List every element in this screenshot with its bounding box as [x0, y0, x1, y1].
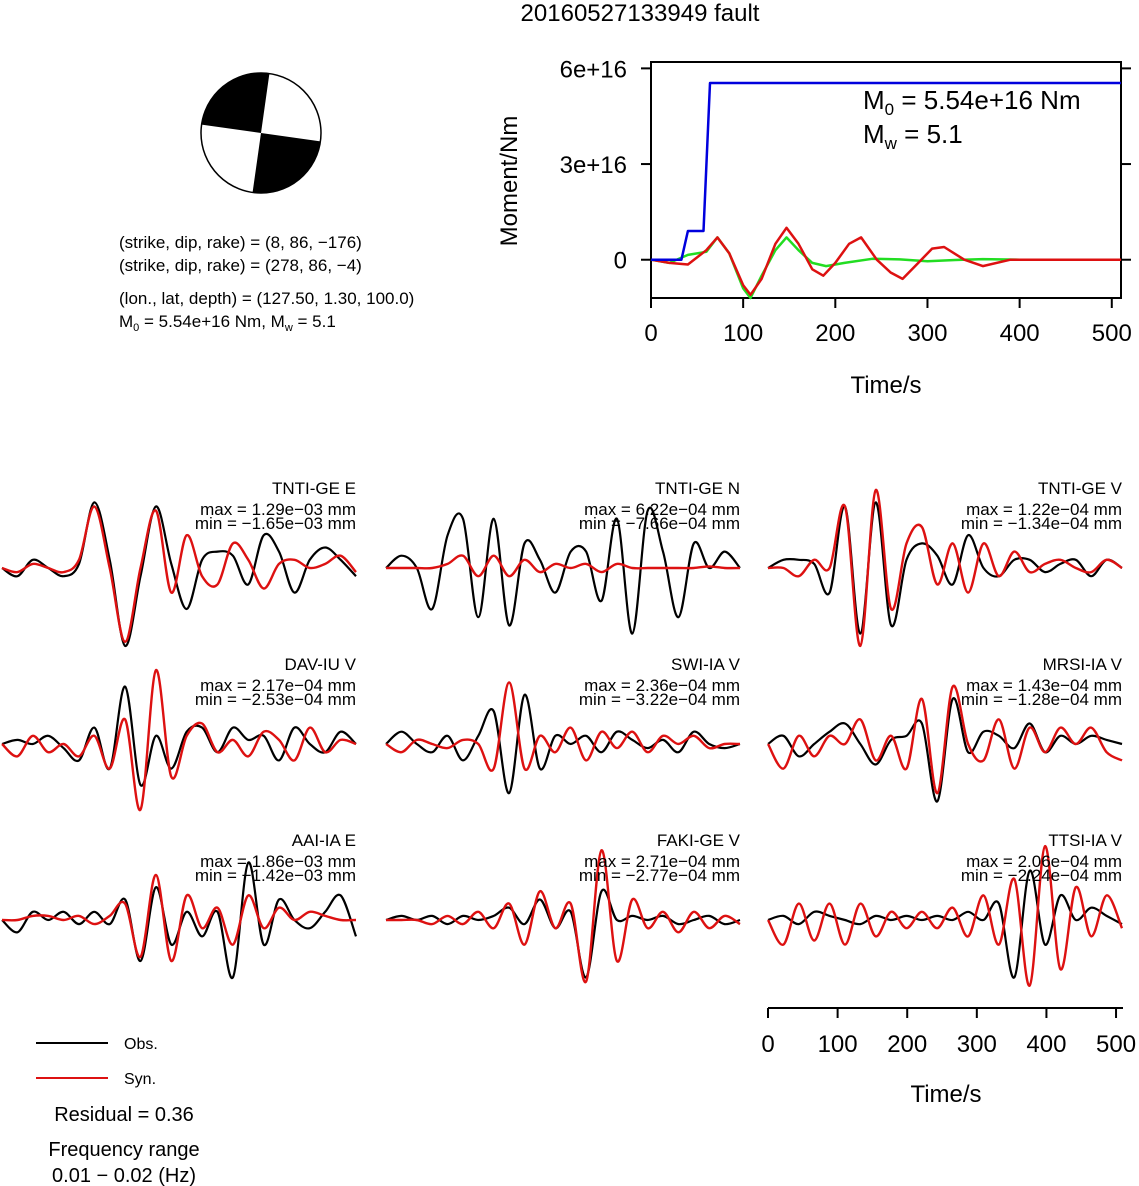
station-max: max = 1.29e−03 mm: [200, 500, 356, 519]
synthetic-waveform: [1, 873, 357, 963]
synthetic-waveform: [766, 844, 1124, 987]
waveform-xtick-label: 300: [957, 1031, 997, 1058]
waveform-xtick-label: 500: [1096, 1031, 1136, 1058]
moment-annotation-mw: Mw = 5.1: [863, 119, 963, 153]
figure-title: 20160527133949 fault: [521, 0, 760, 27]
station-max: max = 1.86e−03 mm: [200, 852, 356, 871]
moment-ytick-label: 6e+16: [560, 56, 627, 83]
moment-ylabel: Moment/Nm: [496, 116, 523, 247]
station-min: min = −2.24e−04 mm: [961, 866, 1122, 885]
location-depth: (lon., lat, depth) = (127.50, 1.30, 100.…: [119, 289, 414, 308]
station-min: min = −2.53e−04 mm: [195, 690, 356, 709]
station-min: min = −1.65e−03 mm: [195, 514, 356, 533]
waveform-xtick-label: 0: [761, 1031, 774, 1058]
station-min: min = −3.22e−04 mm: [579, 690, 740, 709]
station-name: SWI-IA V: [671, 655, 741, 674]
moment-ytick-label: 0: [614, 248, 627, 275]
waveform-xlabel: Time/s: [910, 1081, 981, 1108]
synthetic-waveform: [1, 668, 357, 811]
station-max: max = 1.22e−04 mm: [966, 500, 1122, 519]
station-name: TNTI-GE E: [272, 479, 356, 498]
observed-waveform: [1, 501, 357, 648]
moment-xtick-label: 500: [1092, 320, 1132, 347]
beachball-icon: [200, 72, 322, 194]
station-name: TNTI-GE N: [655, 479, 740, 498]
station-max: max = 2.71e−04 mm: [584, 852, 740, 871]
station-max: max = 2.06e−04 mm: [966, 852, 1122, 871]
station-min: min = −1.28e−04 mm: [961, 690, 1122, 709]
frequency-range-title: Frequency range: [48, 1139, 199, 1161]
station-name: DAV-IU V: [285, 655, 357, 674]
moment-plot: 0 3e+16 6e+16 0 100 200 300 400 500 Moment/Nm T…: [496, 56, 1132, 399]
waveform-time-axis: 0 100 200 300 400 500 Time/s: [761, 1007, 1136, 1108]
station-max: max = 2.36e−04 mm: [584, 676, 740, 695]
frequency-range-value: 0.01 − 0.02 (Hz): [52, 1165, 196, 1186]
moment-ytick-label: 3e+16: [560, 152, 627, 179]
moment-plot-frame: [650, 61, 1122, 299]
moment-cumulative-line: [651, 81, 1121, 261]
station-max: max = 6.22e−04 mm: [584, 500, 740, 519]
synthetic-waveform: [385, 849, 741, 983]
synthetic-waveform: [766, 684, 1123, 795]
station-max: max = 2.17e−04 mm: [200, 676, 356, 695]
moment-xtick-label: 0: [644, 320, 657, 347]
station-name: TNTI-GE V: [1038, 479, 1123, 498]
observed-waveform: [767, 869, 1123, 979]
station-min: min = −1.42e−03 mm: [195, 866, 356, 885]
waveform-xtick-label: 200: [887, 1031, 927, 1058]
strike-dip-rake-1: (strike, dip, rake) = (8, 86, −176): [119, 233, 362, 252]
station-name: AAI-IA E: [292, 831, 356, 850]
station-min: min = −2.77e−04 mm: [579, 866, 740, 885]
residual-text: Residual = 0.36: [54, 1104, 194, 1126]
moment-xtick-label: 100: [723, 320, 763, 347]
strike-dip-rake-2: (strike, dip, rake) = (278, 86, −4): [119, 256, 362, 275]
moment-annotation-m0: M0 = 5.54e+16 Nm: [863, 85, 1081, 119]
waveform-xtick-label: 400: [1026, 1031, 1066, 1058]
moment-xlabel: Time/s: [850, 372, 921, 399]
station-name: FAKI-GE V: [657, 831, 741, 850]
observed-waveform: [1, 685, 357, 787]
waveform-xtick-label: 100: [818, 1031, 858, 1058]
synthetic-waveform: [386, 554, 741, 578]
observed-waveform: [767, 501, 1123, 635]
synthetic-waveform: [385, 681, 741, 772]
legend-obs-label: Obs.: [124, 1036, 158, 1053]
legend: Obs. Syn. Residual = 0.36 Frequency rang…: [36, 1036, 200, 1186]
station-min: min = −1.34e−04 mm: [961, 514, 1122, 533]
synthetic-waveform: [767, 488, 1123, 648]
station-max: max = 1.43e−04 mm: [966, 676, 1122, 695]
moment-xtick-label: 300: [907, 320, 947, 347]
legend-syn-label: Syn.: [124, 1071, 156, 1088]
station-name: MRSI-IA V: [1043, 655, 1123, 674]
station-min: min = −7.66e−04 mm: [579, 514, 740, 533]
moment-xtick-label: 200: [815, 320, 855, 347]
moment-xtick-label: 400: [1000, 320, 1040, 347]
station-name: TTSI-IA V: [1048, 831, 1122, 850]
observed-waveform: [385, 888, 741, 979]
observed-waveform: [385, 693, 741, 795]
synthetic-waveform: [1, 505, 357, 644]
moment-rate-line-red: [650, 226, 1121, 297]
moment-magnitude-summary: M0 = 5.54e+16 Nm, Mw = 5.1: [119, 312, 336, 334]
